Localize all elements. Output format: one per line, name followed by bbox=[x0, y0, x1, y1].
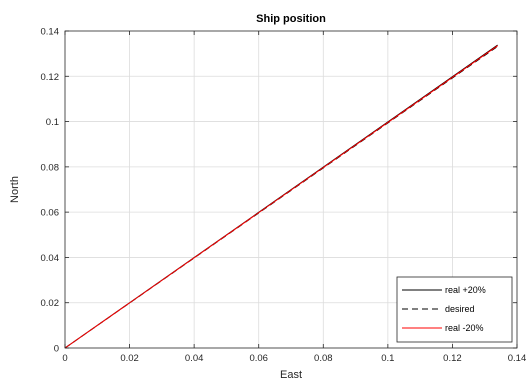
x-tick-label: 0 bbox=[62, 353, 67, 364]
plot-frame bbox=[64, 30, 518, 349]
legend-label: real +20% bbox=[445, 285, 486, 295]
y-tick-label: 0.08 bbox=[41, 162, 60, 173]
y-axis-title: North bbox=[9, 176, 21, 203]
x-tick-label: 0.12 bbox=[443, 353, 462, 364]
x-tick-label: 0.02 bbox=[120, 353, 139, 364]
series-layer bbox=[64, 44, 498, 349]
y-tick-label: 0.04 bbox=[41, 253, 60, 264]
y-tick-label: 0.02 bbox=[41, 298, 60, 309]
x-tick-label: 0.06 bbox=[249, 353, 268, 364]
y-tick-label: 0.14 bbox=[41, 27, 60, 38]
x-tick-label: 0.04 bbox=[185, 353, 204, 364]
y-tick-label: 0.06 bbox=[41, 208, 60, 219]
legend-label: real -20% bbox=[445, 323, 484, 333]
x-tick-label: 0.08 bbox=[314, 353, 333, 364]
y-tick-label: 0 bbox=[54, 344, 59, 355]
x-axis-title: East bbox=[280, 369, 302, 381]
chart-title: Ship position bbox=[256, 13, 326, 25]
x-tick-label: 0.1 bbox=[381, 353, 394, 364]
legend: real +20% desired real -20% bbox=[396, 276, 513, 343]
x-tick-label: 0.14 bbox=[508, 353, 527, 364]
y-tick-label: 0.1 bbox=[46, 117, 59, 128]
grid bbox=[65, 31, 517, 348]
series-line-real-20 bbox=[64, 45, 498, 349]
y-tick-label: 0.12 bbox=[41, 72, 60, 83]
ticks: 0 0.02 0.04 0.06 0.08 0.1 0.12 0.14 0 0.02 0.04 0.0… bbox=[41, 27, 527, 365]
legend-label: desired bbox=[445, 304, 475, 314]
